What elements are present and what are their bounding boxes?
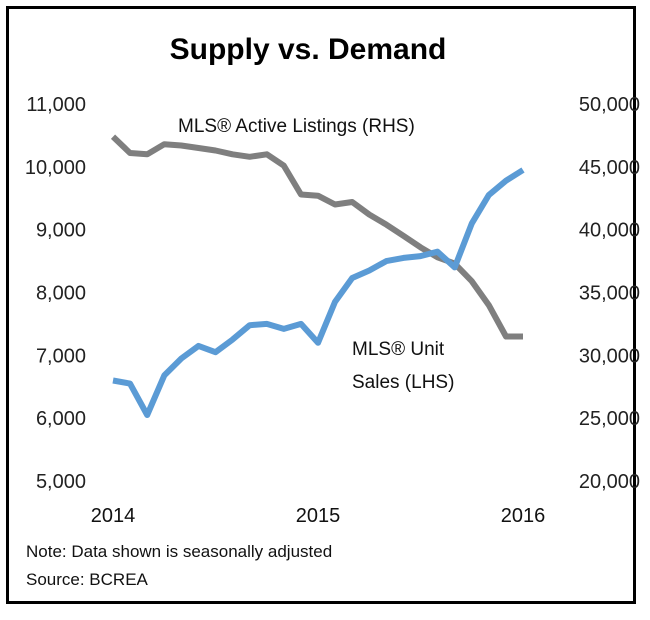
right-tick-label: 45,000 xyxy=(579,157,640,179)
left-tick-label: 7,000 xyxy=(36,345,86,367)
left-tick-label: 11,000 xyxy=(26,94,86,116)
right-tick-label: 20,000 xyxy=(579,471,640,493)
chart-frame xyxy=(6,6,636,604)
left-axis-ticks: 5,000 6,000 7,000 8,000 9,000 10,000 11,000 xyxy=(25,94,86,493)
right-tick-label: 40,000 xyxy=(579,220,640,242)
left-tick-label: 5,000 xyxy=(36,471,86,493)
annotation-sales-line1: MLS® Unit xyxy=(352,339,445,360)
x-tick-label: 2016 xyxy=(501,505,546,527)
note-text: Note: Data shown is seasonally adjusted xyxy=(26,542,333,561)
right-tick-label: 35,000 xyxy=(579,283,640,305)
source-text: Source: BCREA xyxy=(26,570,148,589)
right-tick-label: 25,000 xyxy=(579,408,640,430)
left-tick-label: 10,000 xyxy=(25,157,86,179)
chart-title: Supply vs. Demand xyxy=(170,33,447,66)
left-tick-label: 8,000 xyxy=(36,283,86,305)
right-tick-label: 50,000 xyxy=(579,94,640,116)
left-tick-label: 9,000 xyxy=(36,220,86,242)
left-tick-label: 6,000 xyxy=(36,408,86,430)
x-tick-label: 2015 xyxy=(296,505,341,527)
right-axis-ticks: 20,000 25,000 30,000 35,000 40,000 45,000 50,0… xyxy=(579,94,640,493)
unit-sales-line xyxy=(112,167,525,418)
annotation-sales-line2: Sales (LHS) xyxy=(352,372,454,393)
x-tick-label: 2014 xyxy=(91,505,136,527)
right-tick-label: 30,000 xyxy=(579,345,640,367)
annotation-listings: MLS® Active Listings (RHS) xyxy=(178,116,415,137)
active-listings-line xyxy=(110,134,523,340)
series-lines xyxy=(110,134,525,418)
x-axis-ticks: 2014 2015 2016 xyxy=(91,505,546,527)
